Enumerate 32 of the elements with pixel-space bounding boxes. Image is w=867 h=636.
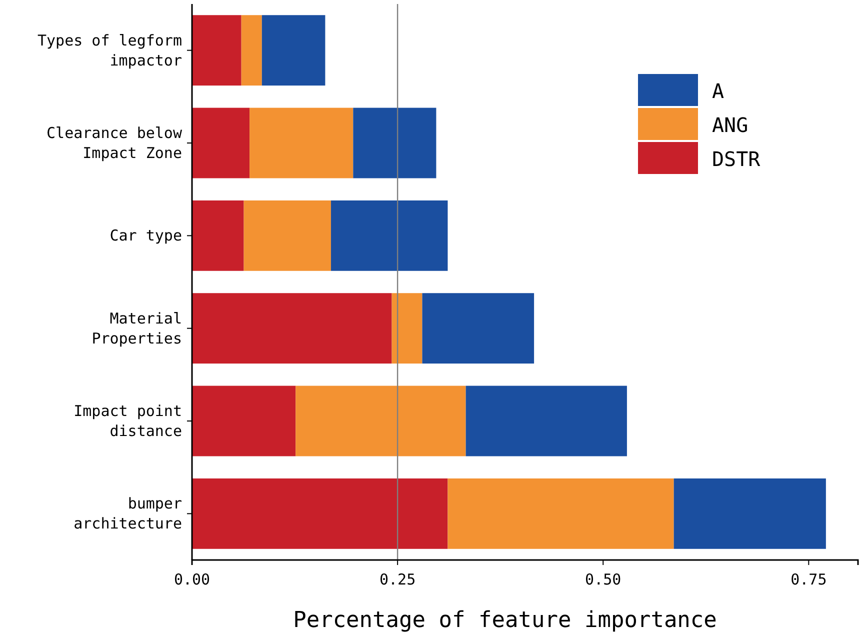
bar	[392, 293, 422, 364]
bar	[448, 478, 674, 549]
x-tick-label: 0.25	[379, 570, 416, 588]
bar	[330, 200, 448, 271]
bar	[422, 293, 534, 364]
y-tick-label: Car type	[110, 226, 182, 245]
x-tick-label: 0.50	[585, 570, 622, 588]
bar	[674, 478, 826, 549]
bar	[192, 15, 242, 86]
bar	[241, 15, 262, 86]
bar	[296, 386, 466, 456]
y-tick-label: Material Properties	[92, 309, 182, 348]
y-tick-label: bumper architecture	[74, 494, 182, 533]
bar	[192, 386, 296, 456]
y-tick-label: Impact point distance	[74, 402, 182, 440]
bar	[262, 15, 326, 86]
x-axis-title: Percentage of feature importance	[293, 608, 717, 633]
bar	[250, 108, 354, 178]
y-tick-label: Clearance below Impact Zone	[46, 124, 183, 162]
bar	[244, 200, 331, 271]
legend-label: A	[712, 79, 724, 103]
bar	[192, 478, 448, 549]
x-tick-label: 0.75	[790, 570, 827, 588]
y-tick-label: Types of legform impactor	[38, 31, 182, 70]
legend-label: DSTR	[712, 147, 762, 171]
bar	[353, 108, 436, 178]
bar	[192, 200, 244, 271]
legend-label: ANG	[712, 113, 748, 137]
bar	[192, 293, 392, 364]
bar	[466, 386, 627, 456]
bar	[192, 108, 250, 178]
x-tick-label: 0.00	[174, 570, 210, 588]
